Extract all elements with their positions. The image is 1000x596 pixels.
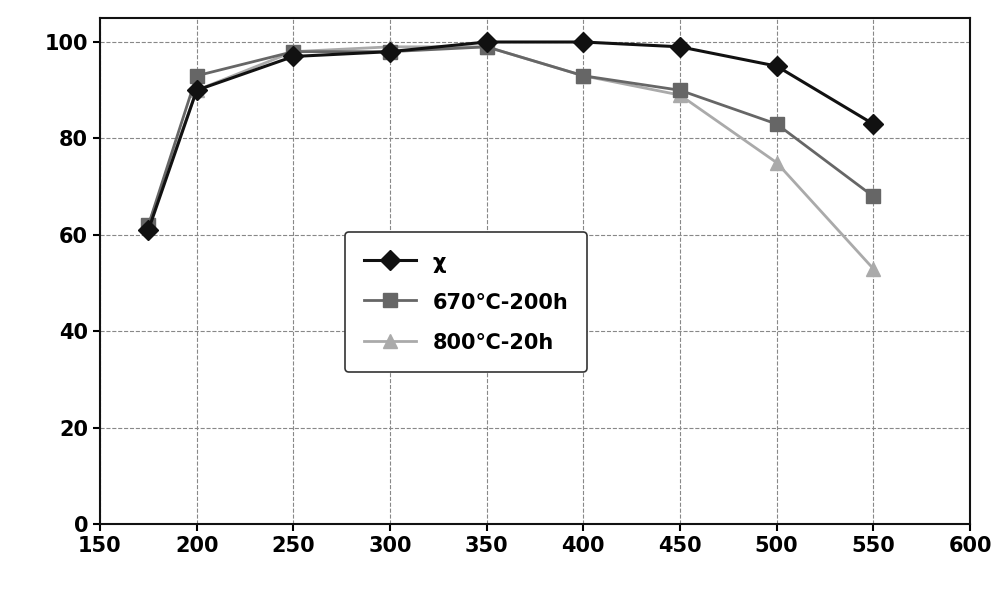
800℃-20h: [481, 44, 493, 51]
χ: [867, 120, 879, 128]
670℃-200h: [674, 86, 686, 94]
χ: [287, 53, 299, 60]
χ: [674, 44, 686, 51]
800℃-20h: [577, 72, 589, 79]
670℃-200h: [481, 44, 493, 51]
χ: [771, 63, 783, 70]
800℃-20h: [674, 92, 686, 99]
Legend: χ, 670℃-200h, 800℃-20h: χ, 670℃-200h, 800℃-20h: [345, 232, 587, 372]
670℃-200h: [771, 120, 783, 128]
Line: χ: χ: [141, 35, 880, 237]
χ: [191, 86, 203, 94]
Line: 800℃-20h: 800℃-20h: [141, 40, 880, 276]
670℃-200h: [142, 222, 154, 229]
χ: [577, 38, 589, 45]
800℃-20h: [287, 48, 299, 55]
670℃-200h: [577, 72, 589, 79]
Line: 670℃-200h: 670℃-200h: [141, 40, 880, 232]
670℃-200h: [287, 48, 299, 55]
χ: [481, 38, 493, 45]
800℃-20h: [191, 86, 203, 94]
800℃-20h: [142, 222, 154, 229]
670℃-200h: [384, 48, 396, 55]
800℃-20h: [771, 159, 783, 166]
800℃-20h: [384, 44, 396, 51]
670℃-200h: [191, 72, 203, 79]
670℃-200h: [867, 193, 879, 200]
800℃-20h: [867, 265, 879, 272]
χ: [384, 48, 396, 55]
χ: [142, 226, 154, 234]
